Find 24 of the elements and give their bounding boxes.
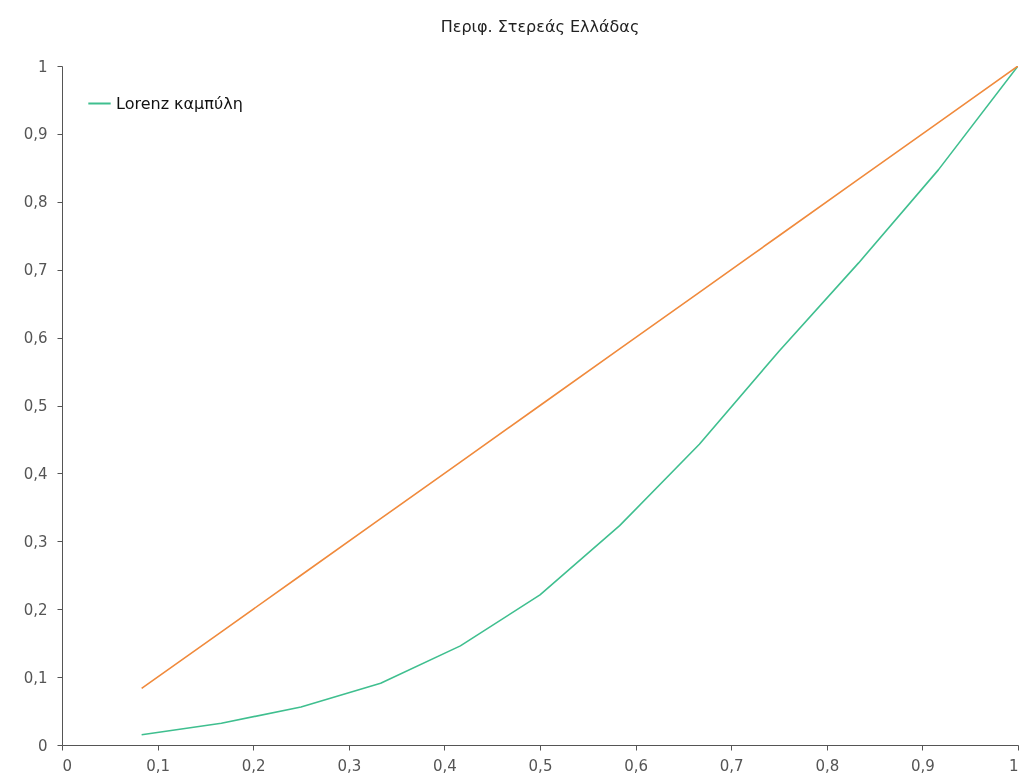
legend-label: Lorenz καμπύλη — [116, 93, 243, 113]
x-tick-label: 0,1 — [146, 756, 171, 775]
y-tick-label: 0 — [37, 736, 48, 755]
x-tick-label: 0 — [62, 756, 73, 775]
x-tick-label: 0,2 — [241, 756, 266, 775]
chart-title: Περιφ. Στερεάς Ελλάδας — [440, 17, 640, 36]
y-tick-label: 1 — [37, 57, 48, 76]
x-tick-label: 0,4 — [432, 756, 457, 775]
y-tick-label: 0,8 — [23, 193, 48, 212]
y-tick-label: 0,2 — [23, 600, 48, 619]
x-tick-label: 0,3 — [337, 756, 362, 775]
y-tick-label: 0,3 — [23, 532, 48, 551]
x-tick-label: 0,5 — [528, 756, 553, 775]
y-tick-label: 0,7 — [23, 261, 48, 280]
y-tick-label: 0,4 — [23, 464, 48, 483]
y-tick-label: 0,6 — [23, 329, 48, 348]
x-tick-label: 0,6 — [624, 756, 649, 775]
y-tick-label: 0,5 — [23, 397, 48, 415]
x-tick-label: 0,7 — [719, 756, 744, 775]
x-tick-label: 1 — [1008, 756, 1019, 775]
x-tick-label: 0,9 — [910, 756, 935, 775]
y-tick-label: 0,9 — [23, 125, 48, 144]
y-tick-label: 0,1 — [23, 668, 48, 687]
x-tick-label: 0,8 — [815, 756, 840, 775]
